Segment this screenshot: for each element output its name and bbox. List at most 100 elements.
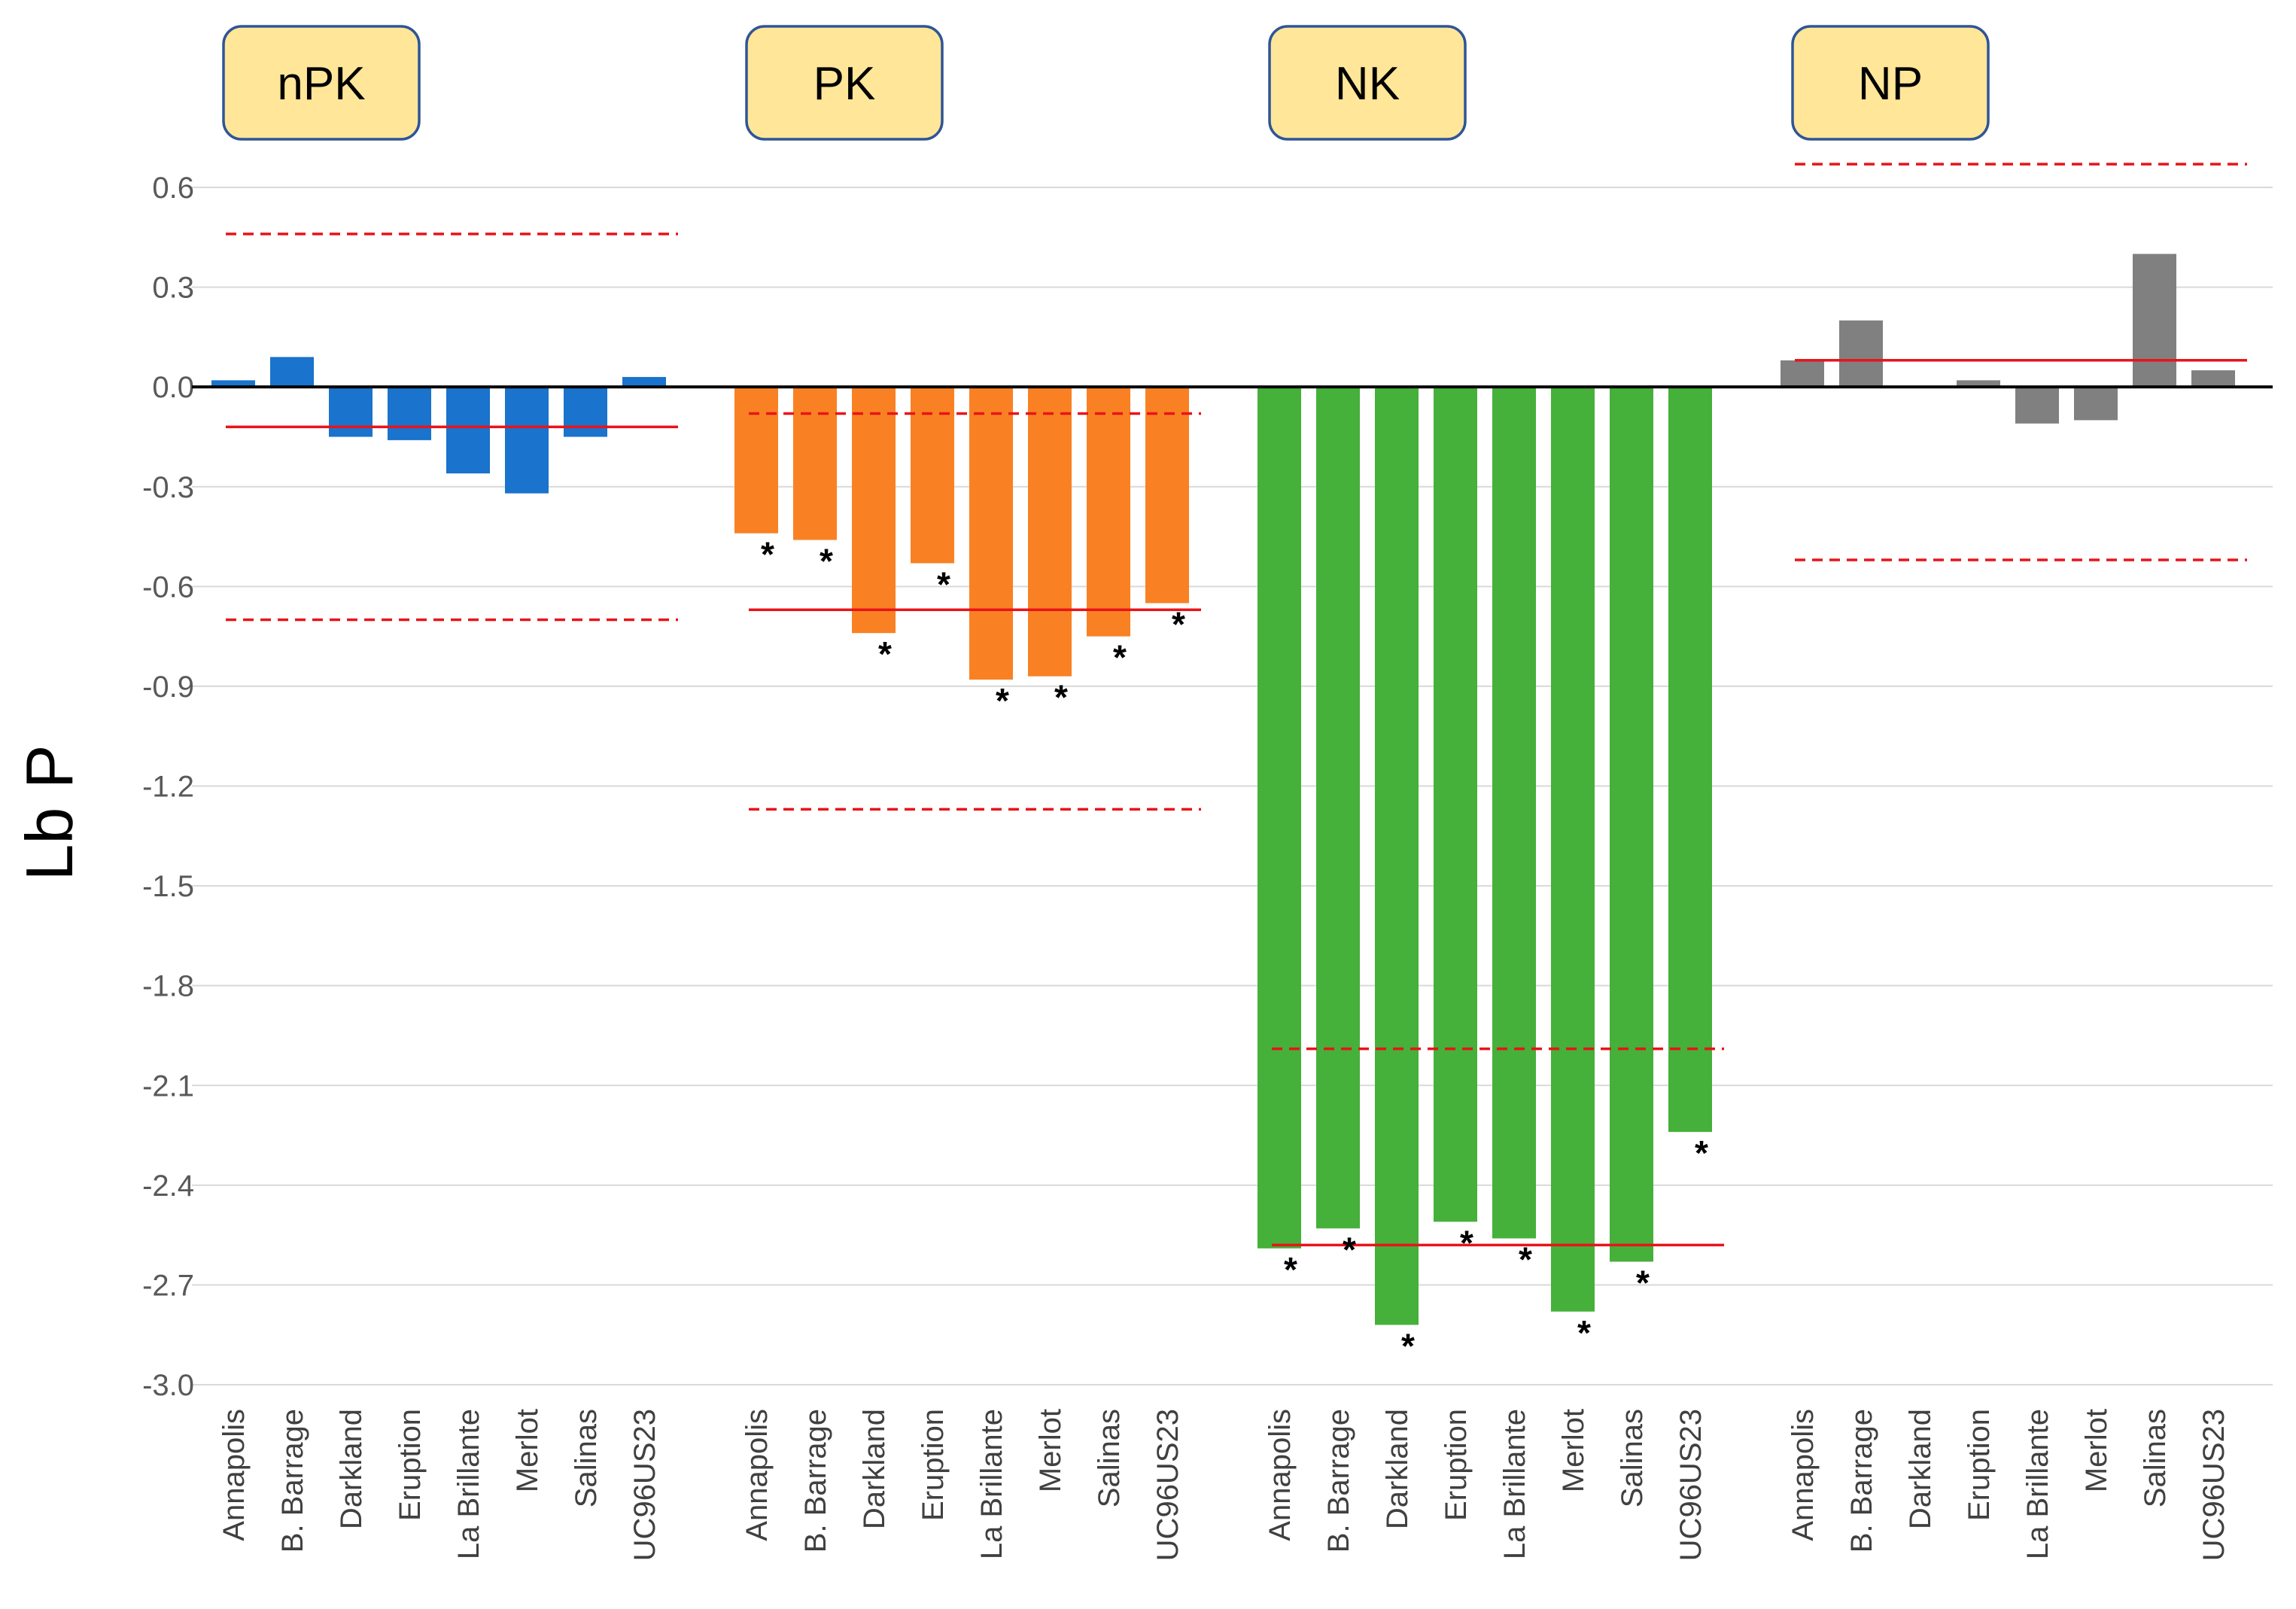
bar-NK-B. Barrage	[1316, 387, 1360, 1229]
significance-star: *	[1636, 1263, 1650, 1302]
category-label: UC96US23	[628, 1409, 661, 1561]
category-label: Annapolis	[1264, 1409, 1297, 1541]
significance-star: *	[1401, 1326, 1415, 1365]
bar-nPK-Merlot	[505, 387, 549, 494]
bar-NK-Annapolis	[1257, 387, 1301, 1249]
panel-box-PK	[745, 25, 944, 141]
category-label: UC96US23	[1151, 1409, 1184, 1561]
category-label: B. Barrage	[276, 1409, 309, 1553]
panel-box-NP	[1791, 25, 1990, 141]
category-label: B. Barrage	[1845, 1409, 1878, 1553]
significance-star: *	[1113, 638, 1127, 677]
y-tick-label: -0.3	[142, 471, 194, 504]
significance-star: *	[996, 681, 1009, 720]
bar-nPK-Salinas	[564, 387, 607, 437]
category-label: UC96US23	[2197, 1409, 2231, 1561]
y-tick-label: -3.0	[142, 1369, 194, 1402]
category-label: Merlot	[2080, 1409, 2113, 1492]
y-tick-label: -0.6	[142, 570, 194, 604]
category-label: Eruption	[1963, 1409, 1996, 1521]
category-label: Darkland	[335, 1409, 368, 1529]
category-label: La Brillante	[2021, 1409, 2054, 1559]
bar-PK-Eruption	[911, 387, 954, 564]
bar-nPK-UC96US23	[622, 376, 666, 388]
category-labels: Annapolis B. Barrage Darkland Eruption La Br…	[217, 1409, 2231, 1561]
significance-star: *	[1054, 678, 1068, 717]
category-label: Merlot	[511, 1409, 544, 1492]
category-label: Merlot	[1557, 1409, 1590, 1492]
significance-star: *	[937, 564, 950, 604]
bar-PK-La Brillante	[969, 387, 1013, 680]
panel-labels: nPK PK NK NP	[222, 25, 1990, 141]
significance-star: *	[1172, 604, 1185, 643]
bar-NP-Annapolis	[1781, 360, 1824, 388]
bar-NP-La Brillante	[2015, 387, 2059, 424]
bar-nPK-Annapolis	[211, 380, 255, 388]
significance-star: *	[820, 541, 833, 580]
category-label: Salinas	[570, 1409, 603, 1507]
significance-star: *	[1577, 1313, 1591, 1352]
panel-title-NK: NK	[1335, 58, 1400, 110]
category-label: B. Barrage	[799, 1409, 832, 1553]
category-label: Annapolis	[1787, 1409, 1820, 1541]
bar-NP-UC96US23	[2191, 370, 2235, 388]
bar-NK-Merlot	[1551, 387, 1595, 1312]
category-label: La Brillante	[452, 1409, 485, 1559]
bar-NP-Merlot	[2074, 387, 2118, 421]
bar-NK-UC96US23	[1668, 387, 1712, 1133]
bar-NP-Salinas	[2133, 254, 2176, 388]
bar-PK-Merlot	[1028, 387, 1072, 677]
category-label: Darkland	[858, 1409, 891, 1529]
y-axis-label: Lb P	[12, 744, 87, 881]
category-label: Eruption	[394, 1409, 427, 1521]
panel-box-NK	[1268, 25, 1467, 141]
bar-NP-Eruption	[1957, 380, 2000, 388]
y-tick-label: -2.1	[142, 1069, 194, 1103]
significance-star: *	[1460, 1223, 1473, 1262]
category-label: Merlot	[1034, 1409, 1067, 1492]
bar-nPK-B. Barrage	[270, 357, 314, 388]
y-tick-label: -1.8	[142, 970, 194, 1003]
bar-NK-Darkland	[1375, 387, 1419, 1325]
category-label: B. Barrage	[1322, 1409, 1355, 1553]
gridlines	[192, 187, 2273, 1385]
significance-star: *	[761, 535, 774, 574]
category-label: La Brillante	[1498, 1409, 1531, 1559]
category-label: UC96US23	[1674, 1409, 1708, 1561]
bar-nPK-La Brillante	[446, 387, 490, 474]
category-label: Eruption	[917, 1409, 950, 1521]
bar-NK-Eruption	[1434, 387, 1477, 1222]
significance-star: *	[1519, 1240, 1532, 1279]
bar-NP-B. Barrage	[1839, 320, 1883, 388]
bar-nPK-Eruption	[388, 387, 431, 440]
category-label: Salinas	[1093, 1409, 1126, 1507]
category-label: Darkland	[1381, 1409, 1414, 1529]
bars	[211, 254, 2235, 1325]
bar-PK-Salinas	[1087, 387, 1130, 637]
bar-PK-UC96US23	[1145, 387, 1189, 604]
category-label: La Brillante	[975, 1409, 1008, 1559]
y-tick-label: -2.7	[142, 1269, 194, 1302]
significance-markers: * * * * * * * * * * * * * * * *	[761, 535, 1708, 1366]
bar-PK-Darkland	[852, 387, 896, 634]
bar-PK-B. Barrage	[793, 387, 837, 540]
y-axis-ticks: 0.6 0.3 0.0 -0.3 -0.6 -0.9 -1.2 -1.5 -1.8 -2.1 -2.…	[142, 172, 194, 1402]
panel-title-nPK: nPK	[277, 58, 365, 110]
y-tick-label: 0.0	[152, 371, 194, 404]
category-label: Annapolis	[740, 1409, 774, 1541]
y-tick-label: -0.9	[142, 671, 194, 704]
category-label: Salinas	[1616, 1409, 1649, 1507]
significance-star: *	[1695, 1133, 1708, 1173]
category-label: Annapolis	[217, 1409, 251, 1541]
y-tick-label: 0.3	[152, 272, 194, 305]
panel-title-PK: PK	[813, 58, 876, 110]
y-tick-label: -2.4	[142, 1169, 194, 1203]
bar-nPK-Darkland	[329, 387, 373, 437]
significance-star: *	[878, 634, 892, 674]
category-label: Eruption	[1440, 1409, 1473, 1521]
bar-NK-Salinas	[1610, 387, 1653, 1262]
category-label: Darkland	[1904, 1409, 1937, 1529]
bar-NK-La Brillante	[1492, 387, 1536, 1239]
y-tick-label: 0.6	[152, 172, 194, 205]
